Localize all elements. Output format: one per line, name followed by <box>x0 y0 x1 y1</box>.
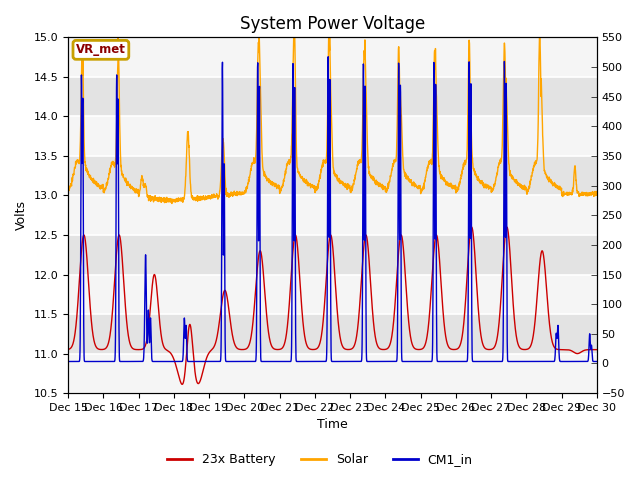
Bar <box>68 314 596 354</box>
Legend: 23x Battery, Solar, CM1_in: 23x Battery, Solar, CM1_in <box>163 448 477 471</box>
Bar <box>68 77 596 116</box>
X-axis label: Time: Time <box>317 419 348 432</box>
Bar <box>68 235 596 275</box>
Y-axis label: Volts: Volts <box>15 200 28 230</box>
Bar <box>68 156 596 195</box>
Title: System Power Voltage: System Power Voltage <box>240 15 425 33</box>
Text: VR_met: VR_met <box>76 43 126 56</box>
